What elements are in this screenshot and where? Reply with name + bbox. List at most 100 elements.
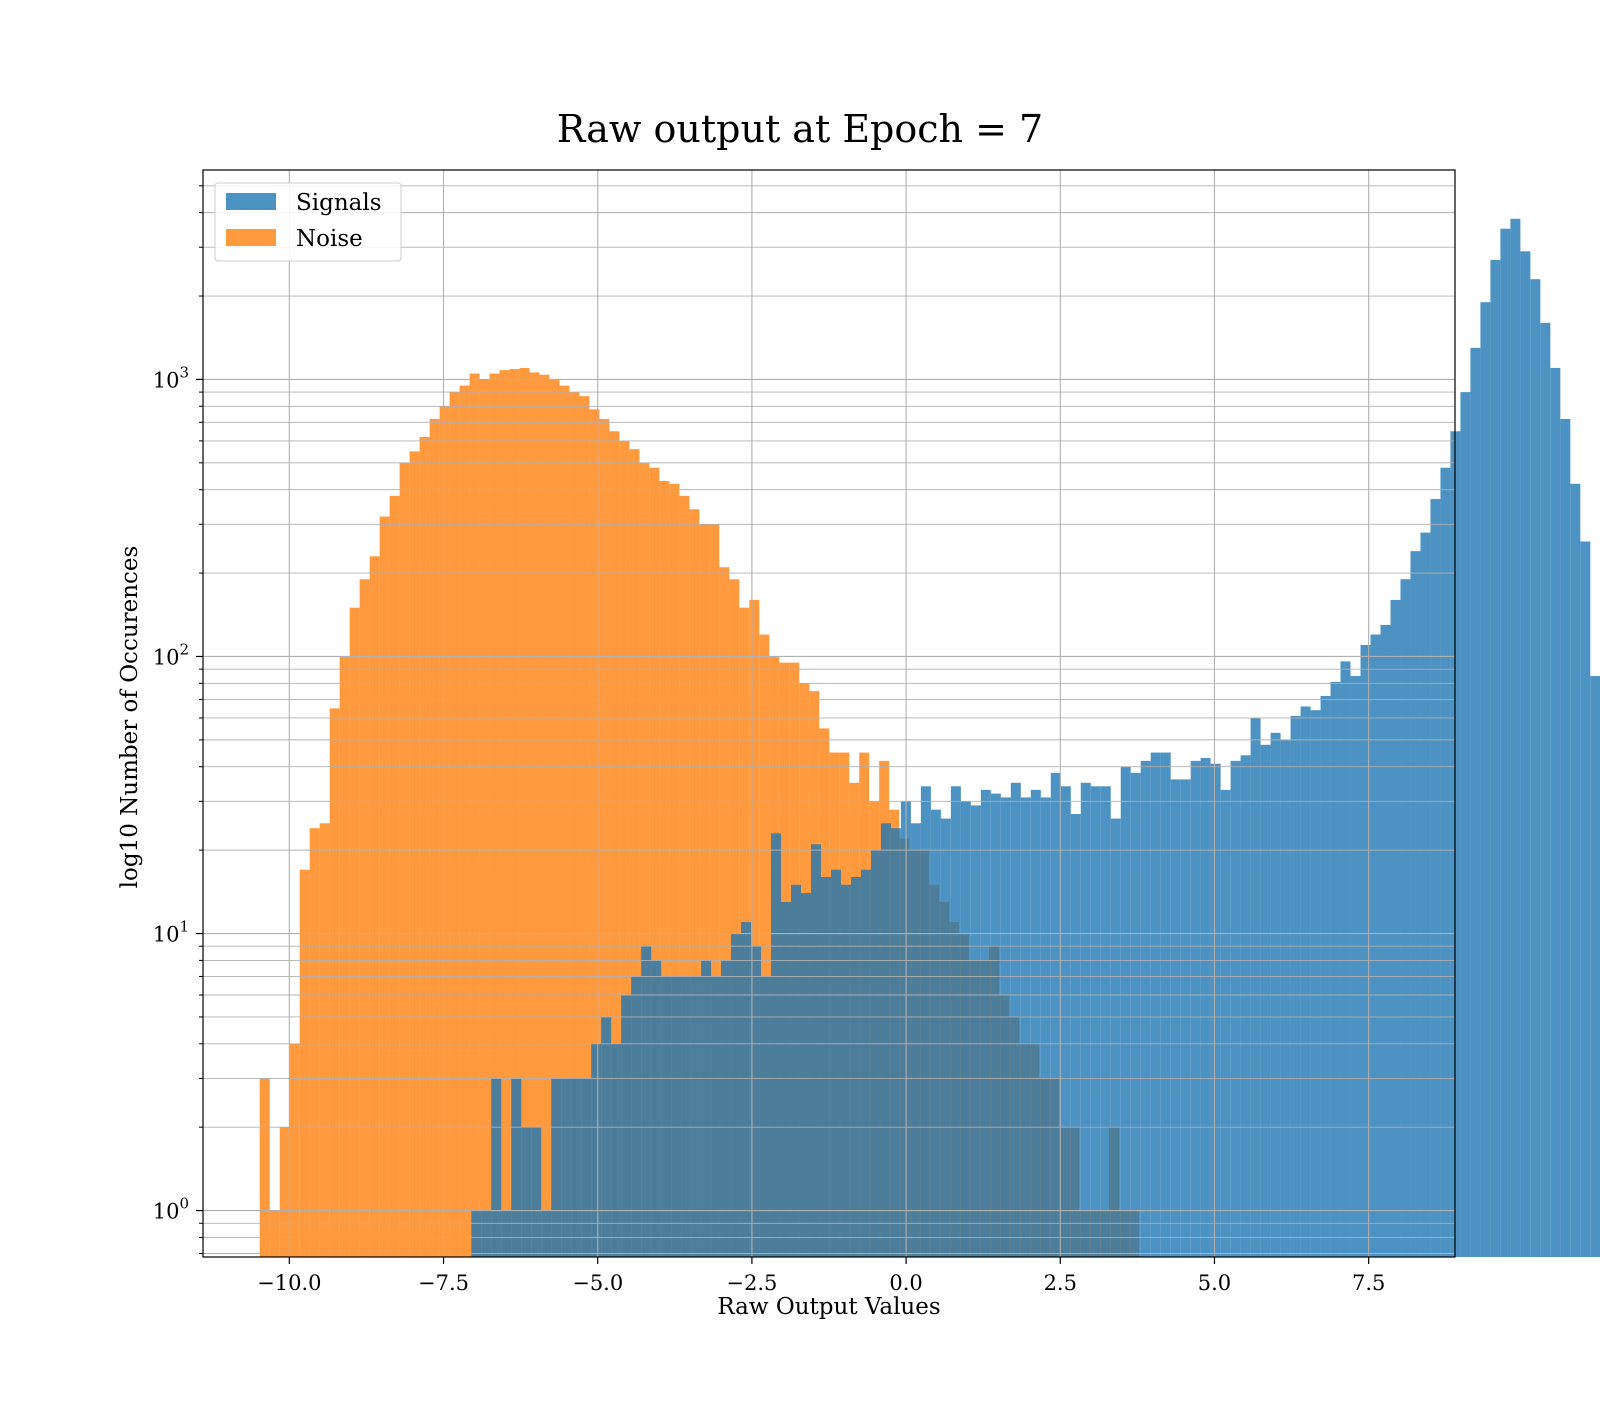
noise-bar — [599, 418, 610, 1257]
signal-bar — [940, 818, 951, 1257]
x-axis-label: Raw Output Values — [717, 1294, 940, 1320]
signal-bar — [561, 1078, 572, 1257]
noise-bar — [569, 392, 580, 1258]
signal-bar — [840, 884, 851, 1257]
signal-bar — [810, 844, 821, 1257]
signal-bar — [980, 789, 991, 1257]
x-tick-label: 5.0 — [1198, 1271, 1231, 1295]
legend: Signals Noise — [214, 182, 402, 262]
signal-bar — [1530, 279, 1541, 1257]
signal-bar — [661, 976, 672, 1257]
noise-bar — [419, 436, 430, 1257]
signal-bar — [1430, 499, 1441, 1257]
signal-bar — [1550, 367, 1561, 1257]
noise-bar — [639, 462, 650, 1257]
signal-bar — [1090, 786, 1101, 1257]
noise-bar — [659, 480, 670, 1258]
signal-bar — [1350, 676, 1361, 1257]
x-tick-label: 0.0 — [889, 1271, 922, 1295]
signal-bar — [1540, 322, 1551, 1257]
x-tick-label: −10.0 — [257, 1271, 321, 1295]
signal-bar — [1200, 758, 1211, 1257]
signal-bar — [511, 1078, 522, 1257]
legend-label-signals: Signals — [296, 190, 382, 216]
signal-bar — [1460, 392, 1471, 1258]
signal-bar — [1290, 715, 1301, 1257]
signal-bar — [721, 960, 732, 1257]
signal-bar — [621, 995, 632, 1257]
signal-bar — [910, 823, 921, 1257]
signal-bar — [960, 801, 971, 1257]
signal-bar — [1050, 772, 1061, 1257]
signal-bar — [671, 976, 682, 1257]
signal-bar — [771, 833, 782, 1257]
noise-bar — [579, 396, 590, 1257]
signal-bar — [1400, 579, 1411, 1257]
signal-bar — [830, 869, 841, 1257]
noise-bar — [669, 483, 680, 1257]
signal-bar — [751, 946, 762, 1257]
signal-bar — [1590, 676, 1600, 1257]
noise-bar — [719, 567, 730, 1257]
signal-bar — [741, 922, 752, 1257]
signal-bar — [1160, 752, 1171, 1257]
noise-bar — [329, 708, 340, 1257]
y-tick-label: 103 — [153, 363, 189, 392]
signal-bar — [1480, 302, 1491, 1257]
signal-bar — [581, 1078, 592, 1257]
noise-bar — [709, 524, 720, 1257]
signal-bar — [860, 869, 871, 1257]
signal-bar — [930, 809, 941, 1257]
noise-bar — [299, 869, 310, 1257]
legend-swatch-noise — [226, 229, 276, 246]
legend-label-noise: Noise — [296, 226, 363, 252]
signal-bar — [1030, 789, 1041, 1257]
signal-bar — [531, 1127, 542, 1257]
noise-bar — [529, 372, 540, 1257]
x-tick-label: 2.5 — [1044, 1271, 1077, 1295]
y-gridlines — [203, 185, 1455, 1254]
noise-bar — [439, 406, 450, 1257]
noise-bar — [539, 374, 550, 1257]
signal-bar — [701, 960, 712, 1257]
signal-bar — [850, 876, 861, 1257]
signal-bar — [1490, 259, 1501, 1257]
signal-bar — [870, 850, 881, 1257]
signal-bar — [471, 1210, 482, 1257]
signal-bar — [990, 793, 1001, 1257]
signal-bar — [591, 1043, 602, 1257]
noise-bar — [309, 828, 320, 1257]
y-axis: 100 101 102 103 — [153, 185, 203, 1255]
noise-bar — [559, 385, 570, 1258]
noise-bar — [689, 509, 700, 1258]
signal-bar — [601, 1016, 612, 1257]
signal-bar — [1580, 541, 1591, 1257]
noise-bar — [459, 385, 470, 1258]
y-tick-label: 102 — [153, 640, 189, 669]
signal-bar — [1570, 483, 1581, 1257]
x-tick-label: −7.5 — [418, 1271, 469, 1295]
noise-bar — [729, 579, 740, 1257]
signal-bar — [541, 1210, 552, 1257]
signal-bar — [1100, 786, 1111, 1257]
noise-bar — [519, 367, 530, 1257]
x-tick-label: 7.5 — [1352, 1271, 1385, 1295]
noise-bar — [319, 823, 330, 1257]
signal-bar — [820, 876, 831, 1257]
noise-bar — [749, 599, 760, 1257]
x-tick-label: −5.0 — [572, 1271, 623, 1295]
signal-bar — [1280, 739, 1291, 1257]
signal-bar — [501, 1210, 512, 1257]
signal-bar — [731, 933, 742, 1257]
signal-bar — [551, 1078, 562, 1257]
signal-bar — [1440, 467, 1451, 1257]
signal-bar — [1080, 782, 1091, 1257]
signal-bar — [1310, 710, 1321, 1257]
noise-bar — [369, 556, 380, 1257]
signal-bar — [711, 976, 722, 1257]
noise-bar — [429, 418, 440, 1257]
y-tick-label: 101 — [153, 918, 189, 947]
noise-bar — [699, 524, 710, 1257]
noise-bar — [619, 440, 630, 1257]
